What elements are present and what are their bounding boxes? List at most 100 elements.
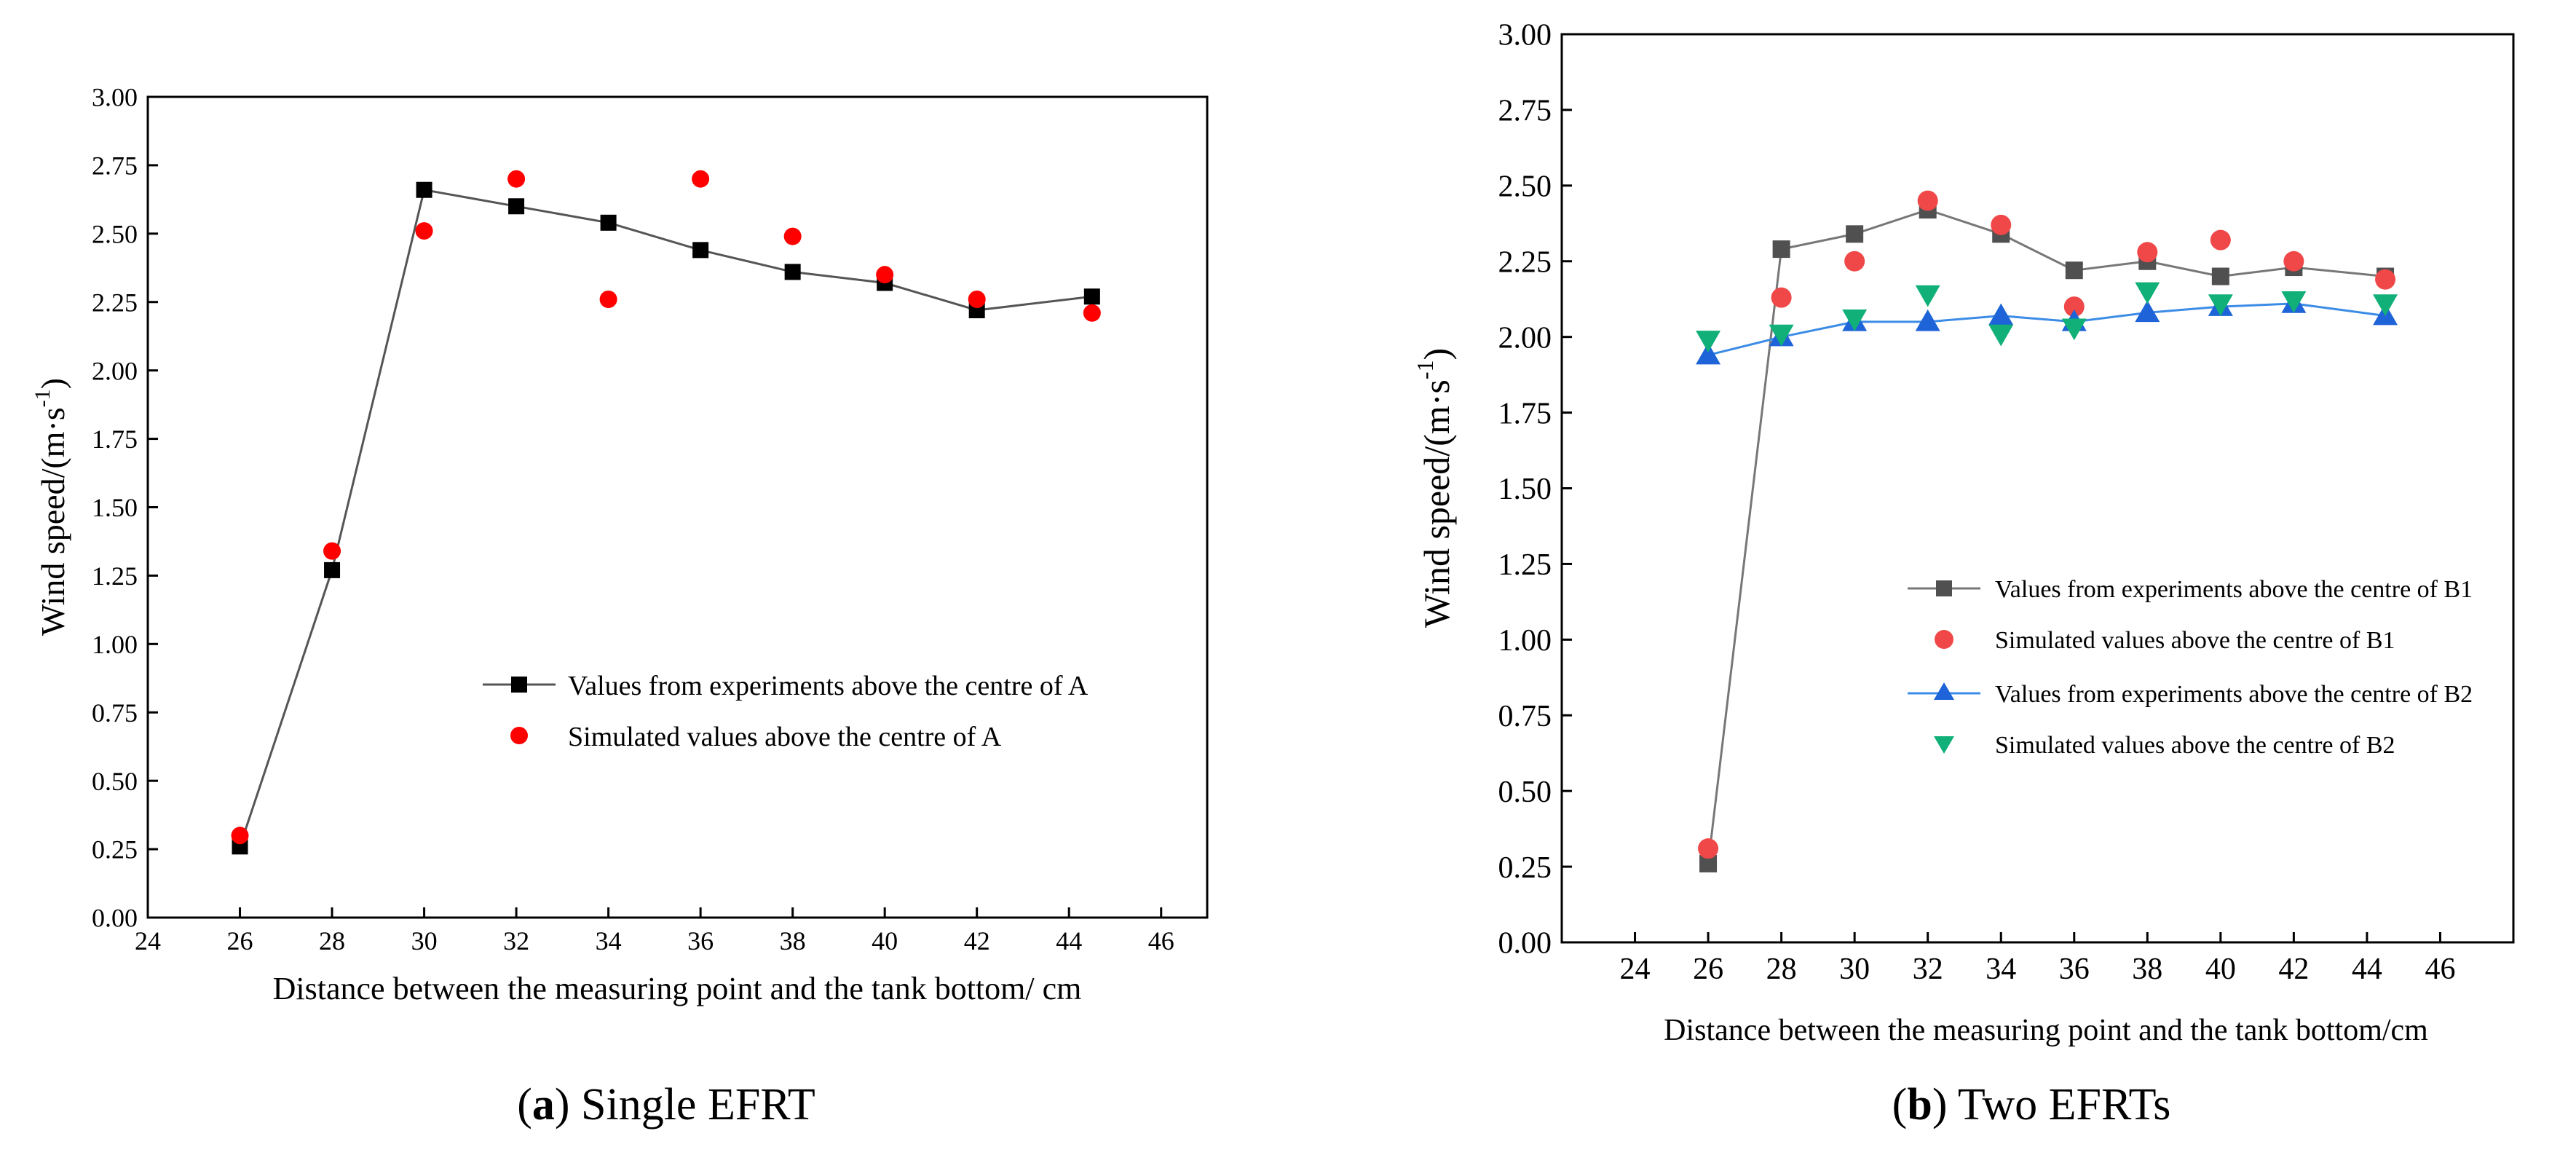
y-tick-label-b: 0.50 — [1498, 776, 1552, 809]
series-line-a-0 — [239, 188, 1092, 847]
y-tick-label-b: 2.00 — [1498, 321, 1552, 355]
x-tick-label-a: 32 — [503, 926, 529, 955]
y-tick-label-b: 3.00 — [1498, 19, 1552, 52]
data-point-b-s3 — [1988, 324, 2014, 347]
data-point-a-s1 — [692, 170, 710, 188]
x-tick-label-a: 40 — [872, 926, 898, 955]
chart-panel-a: 0.00 0.25 0.50 0.75 1.00 1.25 1.50 1.75 2.00 2.25… — [31, 83, 1209, 1130]
y-axis-label-a: Wind speed/(m·s-1) — [31, 378, 71, 636]
x-axis-label-b: Distance between the measuring point and… — [1664, 1014, 2428, 1047]
data-point-a-s1 — [876, 266, 894, 284]
y-tick-label-a: 2.50 — [92, 219, 138, 248]
x-tick-label-a: 24 — [135, 926, 161, 955]
series-line-b-0 — [1707, 208, 2386, 864]
y-axis-label-b: Wind speed/(m·s-1) — [1412, 348, 1457, 628]
data-point-b-s2 — [1915, 309, 1940, 331]
legend-b-marker-b1-exp — [1936, 580, 1952, 596]
x-tick-label-b: 34 — [1986, 953, 2016, 986]
data-point-a-s0 — [600, 214, 617, 231]
x-tick-label-b: 32 — [1913, 953, 1943, 986]
data-point-b-s0 — [1846, 225, 1864, 243]
x-tick-label-a: 42 — [964, 926, 990, 955]
data-point-b-s1 — [1844, 251, 1865, 272]
data-point-b-s1 — [1771, 287, 1792, 308]
x-tick-label-b: 40 — [2205, 953, 2236, 986]
data-point-a-s1 — [507, 170, 526, 188]
data-point-a-s1 — [968, 290, 986, 308]
data-point-b-s3 — [1696, 331, 1721, 352]
data-point-a-s1 — [415, 222, 433, 240]
x-axis-label-a: Distance between the measuring point and… — [273, 971, 1082, 1006]
legend-b-marker-b1-sim — [1935, 630, 1953, 649]
legend-a-marker-exp — [511, 677, 527, 693]
data-point-a-s0 — [692, 242, 709, 259]
y-tick-label-b: 0.00 — [1498, 927, 1552, 961]
data-point-b-s3 — [1769, 324, 1794, 347]
data-point-b-s1 — [2283, 251, 2304, 272]
y-tick-label-b: 0.25 — [1498, 851, 1552, 885]
data-point-b-s3 — [2281, 291, 2307, 313]
y-tick-label-b: 0.75 — [1498, 700, 1552, 733]
data-point-b-s1 — [1917, 190, 1938, 211]
data-point-a-s0 — [1083, 288, 1100, 305]
y-tick-label-a: 1.25 — [92, 561, 138, 591]
data-point-b-s1 — [2375, 269, 2396, 290]
y-tick-label-a: 2.75 — [92, 151, 138, 181]
legend-b-label-b2-sim: Simulated values above the centre of B2 — [1995, 732, 2395, 759]
y-tick-label-a: 1.00 — [92, 630, 138, 659]
legend-b-marker-b2-exp — [1934, 682, 1954, 700]
y-tick-label-b: 1.25 — [1498, 548, 1552, 582]
y-tick-label-b: 2.75 — [1498, 95, 1552, 128]
data-point-a-s1 — [783, 227, 802, 245]
data-point-b-s3 — [2373, 294, 2398, 316]
plot-frame-b — [1560, 33, 2515, 944]
data-point-a-s1 — [323, 542, 341, 560]
data-point-b-s0 — [2065, 261, 2083, 280]
legend-b-label-b1-sim: Simulated values above the centre of B1 — [1995, 627, 2395, 654]
x-tick-label-b: 24 — [1620, 953, 1651, 986]
data-point-b-s2 — [1988, 303, 2014, 326]
data-point-b-s1 — [2210, 229, 2231, 251]
x-tick-label-a: 28 — [319, 926, 345, 955]
legend-b: Values from experiments above the centre… — [1908, 576, 2473, 759]
data-point-a-s0 — [508, 198, 525, 215]
data-point-a-s1 — [1083, 304, 1101, 322]
data-point-a-s0 — [416, 181, 432, 198]
x-tick-label-a: 38 — [780, 926, 806, 955]
series-line-b-2 — [1707, 302, 2386, 357]
x-tick-label-a: 26 — [227, 926, 253, 955]
y-tick-label-b: 2.50 — [1498, 170, 1552, 204]
y-tick-label-b: 2.25 — [1498, 245, 1552, 279]
data-point-b-s0 — [2211, 267, 2229, 285]
x-tick-label-b: 28 — [1766, 953, 1797, 986]
x-tick-label-b: 38 — [2132, 953, 2162, 986]
x-tick-label-b: 46 — [2425, 953, 2455, 986]
y-tick-label-a: 2.25 — [92, 288, 138, 317]
y-tick-label-a: 3.00 — [92, 83, 138, 112]
data-point-a-s0 — [324, 561, 341, 578]
y-tick-label-a: 0.25 — [92, 835, 138, 864]
data-point-b-s1 — [1698, 838, 1719, 859]
x-tick-label-b: 36 — [2059, 953, 2090, 986]
data-point-b-s2 — [1696, 342, 1721, 365]
data-point-a-s1 — [599, 290, 617, 308]
data-point-b-s2 — [2135, 300, 2160, 323]
x-tick-label-a: 30 — [411, 926, 438, 955]
legend-a-label-sim: Simulated values above the centre of A — [568, 722, 1002, 752]
x-tick-label-a: 34 — [596, 926, 622, 955]
y-tick-label-b: 1.75 — [1498, 397, 1552, 430]
x-tick-label-b: 42 — [2278, 953, 2309, 986]
x-tick-label-b: 30 — [1839, 953, 1870, 986]
data-point-b-s1 — [2137, 242, 2158, 263]
data-point-b-s0 — [1772, 240, 1790, 259]
caption-a: (a) Single EFRT — [517, 1080, 815, 1130]
x-tick-label-a: 44 — [1056, 926, 1082, 955]
data-point-b-s3 — [1842, 309, 1868, 331]
x-tick-label-b: 26 — [1693, 953, 1723, 986]
legend-b-marker-b2-sim — [1934, 736, 1954, 754]
data-point-a-s0 — [784, 264, 801, 280]
y-tick-label-a: 0.00 — [92, 904, 138, 933]
chart-panel-b: 0.00 0.25 0.50 0.75 1.00 1.25 1.50 1.75 2.00 2.25… — [1412, 19, 2515, 1130]
data-point-b-s3 — [1915, 285, 1940, 307]
legend-a-marker-sim — [510, 727, 528, 744]
